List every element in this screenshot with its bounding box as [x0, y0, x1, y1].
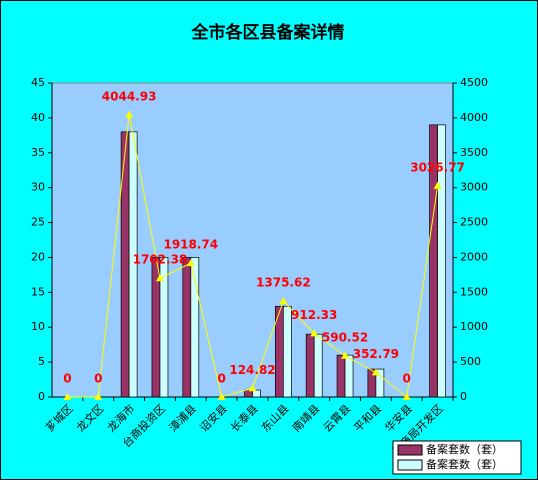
bar	[336, 354, 346, 398]
y-tick-label: 35	[31, 146, 45, 159]
legend-label: 备案套数（套）	[426, 442, 503, 456]
y-tick-label: 45	[31, 76, 45, 89]
line-marker	[341, 351, 350, 359]
y-tick-label: 10	[31, 320, 45, 333]
line-marker	[248, 384, 257, 392]
value-label: 912.33	[291, 308, 337, 322]
line-marker	[94, 393, 103, 400]
y-tick-label: 15	[31, 285, 45, 298]
value-label: 0	[94, 372, 102, 386]
y2-tick-label: 500	[460, 355, 481, 368]
bar	[375, 368, 385, 398]
y2-tick-label: 2500	[460, 216, 488, 229]
bar	[282, 305, 292, 398]
value-label: 352.79	[353, 347, 399, 361]
value-label: 0	[63, 372, 71, 386]
bar	[344, 354, 354, 398]
y2-tick-label: 3000	[460, 181, 488, 194]
line-marker	[371, 368, 380, 376]
line-marker	[279, 297, 288, 305]
value-label: 1918.74	[163, 238, 218, 252]
legend-swatch	[397, 444, 423, 456]
bar	[252, 389, 261, 398]
bar	[182, 257, 192, 398]
bar	[120, 131, 130, 398]
y-tick-label: 30	[31, 181, 45, 194]
value-label: 1375.62	[256, 276, 311, 290]
y-tick-label: 0	[38, 390, 45, 403]
y2-tick-label: 1000	[460, 320, 488, 333]
y2-tick-label: 4500	[460, 76, 488, 89]
y-tick-label: 40	[31, 111, 45, 124]
legend-swatch	[397, 459, 423, 471]
legend-label: 备案套数（套）	[426, 457, 503, 471]
line-marker	[125, 110, 134, 118]
y2-tick-label: 1500	[460, 285, 488, 298]
line-marker	[402, 393, 411, 400]
bar	[305, 333, 315, 398]
bar	[437, 124, 446, 398]
value-label: 1702.38	[133, 253, 188, 267]
value-label: 590.52	[322, 330, 368, 344]
value-label: 3026.77	[410, 160, 465, 174]
value-label: 124.82	[229, 363, 275, 377]
y-tick-label: 20	[31, 250, 45, 263]
bar	[128, 131, 138, 398]
value-label: 0	[403, 372, 411, 386]
line-marker	[63, 393, 72, 400]
bar	[313, 333, 323, 398]
line-marker	[217, 393, 226, 400]
line-marker	[155, 274, 164, 282]
line-marker	[433, 181, 442, 189]
y2-tick-label: 2000	[460, 250, 488, 263]
value-label: 0	[217, 372, 225, 386]
y2-tick-label: 3500	[460, 146, 488, 159]
value-label: 4044.93	[102, 89, 157, 103]
line-marker	[310, 329, 319, 337]
bar	[190, 257, 200, 398]
y-tick-label: 5	[38, 355, 45, 368]
bar	[159, 257, 169, 398]
plot-area	[51, 82, 454, 398]
y2-tick-label: 0	[460, 390, 467, 403]
line-marker	[186, 259, 195, 267]
chart-title: 全市各区县备案详情	[191, 22, 345, 43]
y-tick-label: 25	[31, 216, 45, 229]
y2-tick-label: 4000	[460, 111, 488, 124]
